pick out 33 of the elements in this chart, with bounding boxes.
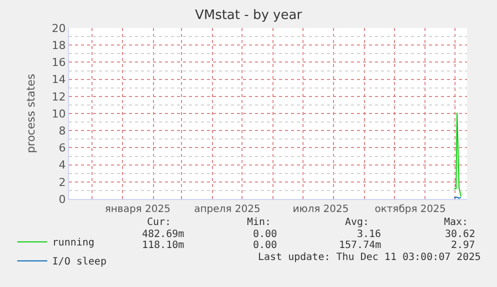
y-tick-label: 12 — [52, 90, 66, 104]
y-tick-label: 2 — [58, 176, 66, 189]
text: Min: — [247, 217, 272, 228]
text: 2.97 — [451, 240, 476, 251]
text: 0.00 — [253, 229, 278, 240]
text: 482.69m — [142, 229, 184, 240]
y-tick-label: 8 — [58, 124, 66, 138]
y-tick-label: 16 — [52, 56, 66, 70]
y-tick-label: 0 — [58, 192, 66, 206]
y-tick-label: 6 — [58, 142, 66, 155]
y-tick-label: 18 — [52, 38, 66, 52]
text: 0.00 — [253, 240, 278, 251]
legend-label: running — [52, 238, 94, 249]
legend-label: I/O sleep — [52, 256, 106, 268]
text: Cur: — [147, 217, 172, 228]
text: 30.62 — [445, 229, 476, 240]
x-tick-label: апреля 2025 — [194, 204, 260, 215]
y-axis-title: process states — [24, 74, 38, 154]
y-tick-label: 20 — [52, 22, 66, 35]
x-tick-label: октября 2025 — [374, 204, 446, 215]
x-tick-label: июля 2025 — [292, 204, 349, 215]
text: 157.74m — [339, 240, 382, 251]
chart-title: VMstat - by year — [194, 8, 303, 24]
line-series — [454, 112, 462, 197]
text: Avg: — [345, 217, 370, 228]
text: 3.16 — [357, 229, 382, 240]
text: Max: — [444, 217, 468, 228]
x-tick-label: января 2025 — [104, 204, 170, 215]
y-tick-label: 4 — [58, 158, 66, 172]
y-tick-label: 10 — [52, 107, 66, 120]
y-tick-label: 14 — [52, 73, 66, 86]
text: Last update: Thu Dec 11 03:00:07 2025 — [258, 252, 481, 263]
text: 118.10m — [142, 240, 184, 251]
